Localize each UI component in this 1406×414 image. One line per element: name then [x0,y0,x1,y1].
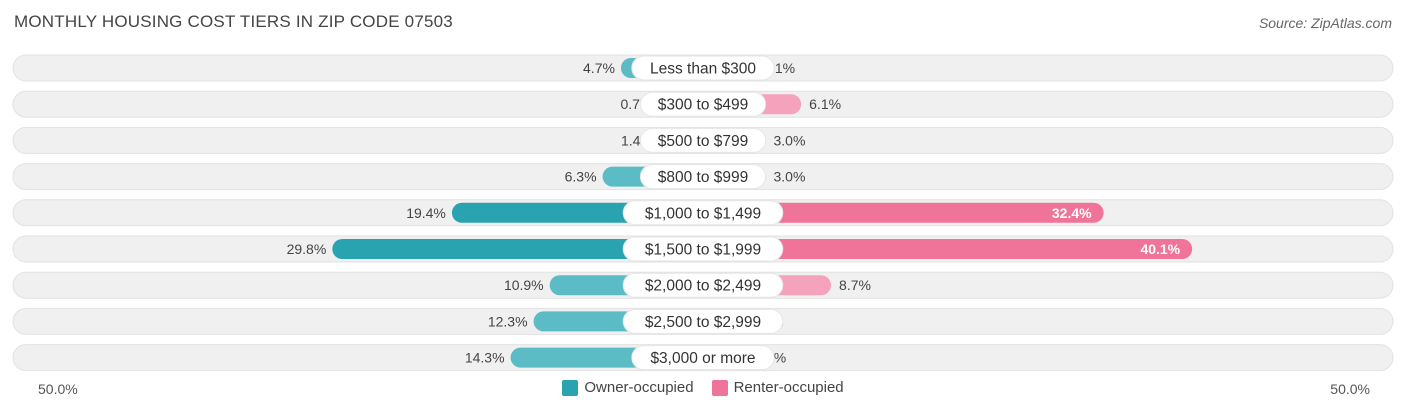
category-pill [639,91,767,117]
owner-value-label: 10.9% [504,277,544,293]
category-label: Less than $300 [650,61,756,78]
renter-value-label: 3.0% [774,169,806,185]
category-label: $300 to $499 [658,97,749,114]
owner-value-label: 29.8% [287,241,327,257]
category-label: $500 to $799 [658,133,749,150]
category-label: $3,000 or more [650,350,755,367]
renter-value-label: 32.4% [1052,205,1092,221]
category-pill [622,236,784,262]
renter-bar [703,239,1193,259]
category-pill [639,127,767,153]
owner-value-label: 14.3% [465,350,505,366]
category-pill [622,308,784,334]
category-pill [622,272,784,298]
renter-value-label: 8.7% [839,277,871,293]
owner-value-label: 6.3% [565,169,597,185]
owner-value-label: 4.7% [583,60,615,76]
renter-value-label: 6.1% [809,96,841,112]
owner-swatch [562,379,579,396]
axis-left-label: 50.0% [38,381,78,397]
owner-bar [332,239,703,259]
legend-renter-label: Renter-occupied [733,379,844,396]
category-label: $800 to $999 [658,169,749,186]
category-label: $2,000 to $2,499 [645,278,761,295]
chart-title: MONTHLY HOUSING COST TIERS IN ZIP CODE 0… [14,12,453,31]
category-pill [631,55,775,81]
legend: Owner-occupied Renter-occupied [0,379,1406,396]
category-label: $1,500 to $1,999 [645,242,761,259]
owner-value-label: 12.3% [488,313,528,329]
category-pill [622,200,784,226]
source-label: Source: ZipAtlas.com [1258,15,1392,31]
renter-swatch [711,379,728,396]
category-pill [639,164,767,190]
legend-owner-label: Owner-occupied [584,379,694,396]
axis-right-label: 50.0% [1330,381,1370,397]
category-pill [631,345,775,371]
category-label: $2,500 to $2,999 [645,314,761,331]
renter-value-label: 3.0% [774,132,806,148]
renter-bar [703,202,1104,223]
owner-value-label: 19.4% [406,205,446,221]
category-label: $1,000 to $1,499 [645,205,761,222]
legend-item-renter: Renter-occupied [711,379,844,396]
renter-value-label: 40.1% [1140,241,1180,257]
legend-item-owner: Owner-occupied [562,379,694,396]
